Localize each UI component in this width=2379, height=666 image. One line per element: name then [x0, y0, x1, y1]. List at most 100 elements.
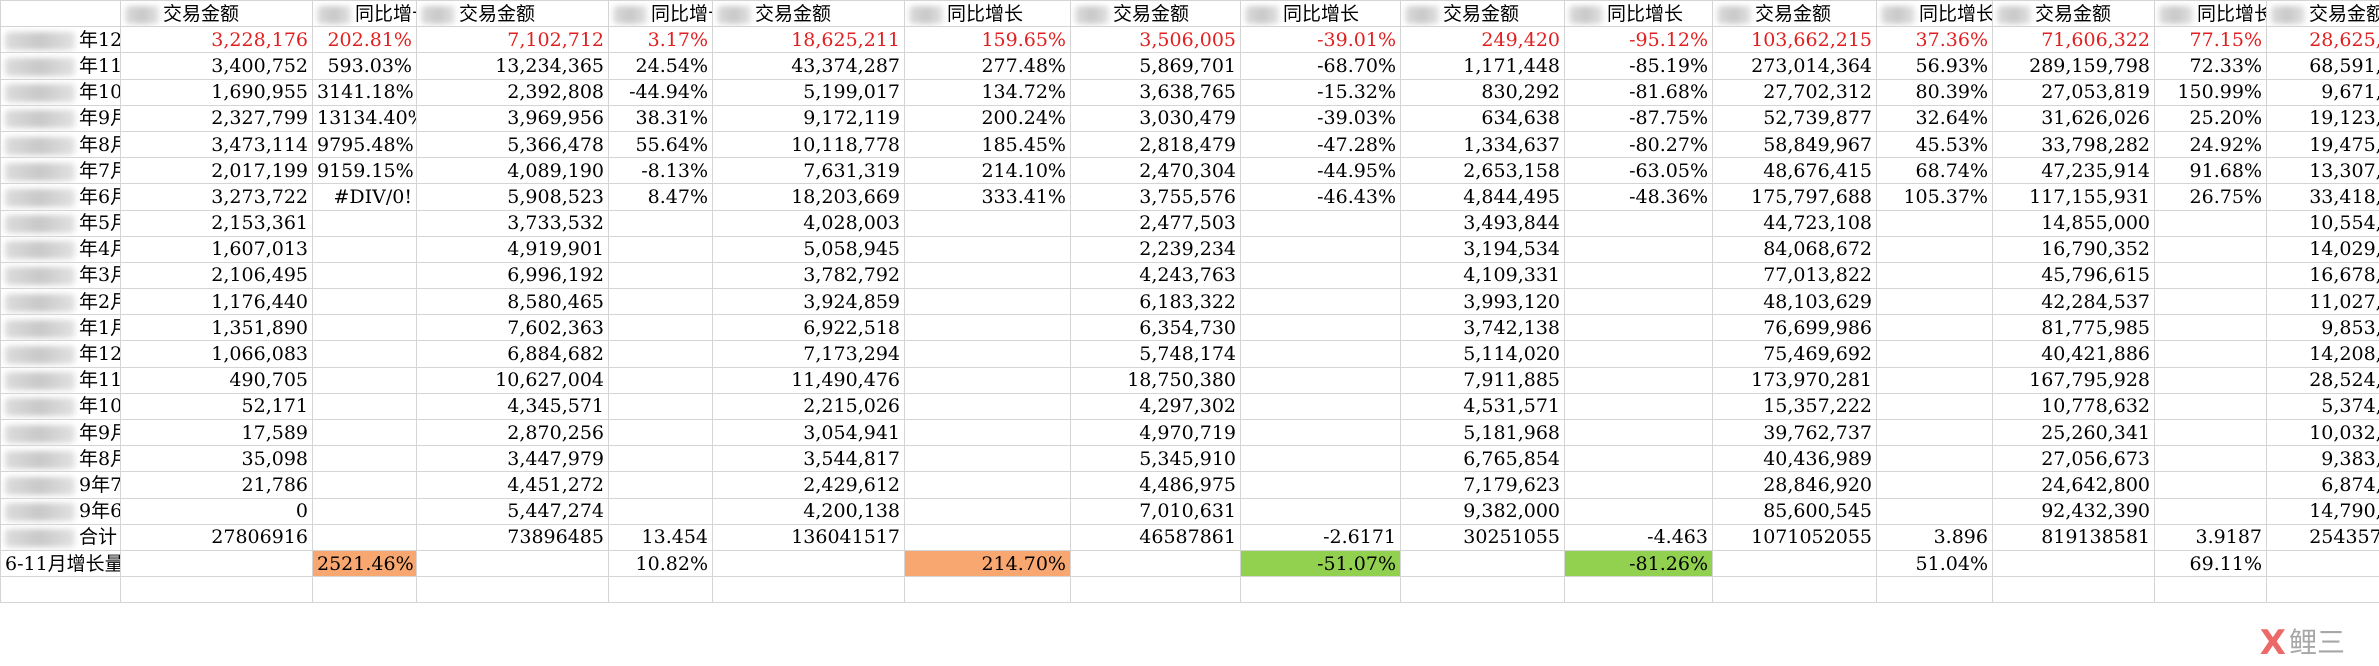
row-label-cell[interactable]: 年10月 [0, 78, 121, 106]
table-cell[interactable] [1240, 497, 1401, 525]
table-cell[interactable]: 3,273,722 [120, 183, 313, 211]
empty-cell[interactable] [416, 576, 609, 604]
table-cell[interactable]: -44.94% [608, 78, 713, 106]
empty-cell[interactable] [1240, 576, 1401, 604]
table-cell[interactable]: 9,382,000 [1400, 497, 1565, 525]
table-cell[interactable] [712, 549, 905, 578]
table-cell[interactable]: 25.20% [2154, 104, 2267, 132]
table-cell[interactable]: -81.26% [1564, 549, 1713, 578]
table-cell[interactable] [2154, 366, 2267, 394]
table-cell[interactable]: 31,626,026 [1992, 104, 2155, 132]
table-cell[interactable] [2154, 340, 2267, 368]
table-cell[interactable]: 30251055 [1400, 523, 1565, 551]
table-cell[interactable]: 7,010,631 [1070, 497, 1241, 525]
table-cell[interactable] [904, 445, 1071, 473]
table-cell[interactable]: 167,795,928 [1992, 366, 2155, 394]
table-cell[interactable] [608, 366, 713, 394]
table-cell[interactable] [904, 392, 1071, 421]
table-cell[interactable]: 10,554,853 [2266, 209, 2379, 237]
table-cell[interactable]: 4,345,571 [416, 392, 609, 421]
row-label-cell[interactable]: 年11月 [0, 52, 121, 80]
table-cell[interactable]: 27,702,312 [1712, 78, 1877, 106]
table-cell[interactable]: 4,531,571 [1400, 392, 1565, 421]
table-cell[interactable]: -39.01% [1240, 26, 1401, 54]
table-cell[interactable]: 69.11% [2154, 549, 2267, 578]
table-cell[interactable]: 5,366,478 [416, 130, 609, 159]
table-cell[interactable]: 10,627,004 [416, 366, 609, 394]
table-cell[interactable]: 159.65% [904, 26, 1071, 54]
row-label-cell[interactable]: 年11月 [0, 366, 121, 394]
table-cell[interactable] [2154, 471, 2267, 499]
table-cell[interactable]: 200.24% [904, 104, 1071, 132]
table-cell[interactable] [312, 523, 417, 551]
table-cell[interactable]: #DIV/0! [312, 183, 417, 211]
table-cell[interactable]: 5,748,174 [1070, 340, 1241, 368]
table-cell[interactable] [1240, 392, 1401, 421]
table-cell[interactable]: 43,374,287 [712, 52, 905, 80]
table-cell[interactable] [312, 314, 417, 342]
header-cell[interactable]: 同比增长 [1240, 0, 1401, 28]
table-cell[interactable]: 51.04% [1876, 549, 1993, 578]
table-cell[interactable]: 16,678,322 [2266, 261, 2379, 290]
table-cell[interactable] [608, 340, 713, 368]
row-label-cell[interactable]: 年2月 [0, 288, 121, 316]
table-cell[interactable] [904, 366, 1071, 394]
table-cell[interactable]: 84,068,672 [1712, 235, 1877, 263]
table-cell[interactable]: -39.03% [1240, 104, 1401, 132]
table-cell[interactable]: 55.64% [608, 130, 713, 159]
table-cell[interactable]: 1,351,890 [120, 314, 313, 342]
table-cell[interactable] [1876, 392, 1993, 421]
table-cell[interactable]: 28,625,734 [2266, 26, 2379, 54]
row-label-cell[interactable]: 年3月 [0, 261, 121, 290]
table-cell[interactable]: 80.39% [1876, 78, 1993, 106]
row-label-cell[interactable]: 年6月 [0, 183, 121, 211]
table-cell[interactable]: 24.54% [608, 52, 713, 80]
table-cell[interactable] [1564, 288, 1713, 316]
table-cell[interactable]: -8.13% [608, 157, 713, 185]
table-cell[interactable]: -85.19% [1564, 52, 1713, 80]
table-cell[interactable]: 33,798,282 [1992, 130, 2155, 159]
table-cell[interactable]: -48.36% [1564, 183, 1713, 211]
table-cell[interactable]: 254357677 [2266, 523, 2379, 551]
table-cell[interactable]: 3.17% [608, 26, 713, 54]
table-cell[interactable]: 3141.18% [312, 78, 417, 106]
header-cell[interactable]: 交易金额 [416, 0, 609, 28]
table-cell[interactable]: 5,345,910 [1070, 445, 1241, 473]
table-cell[interactable]: 6,922,518 [712, 314, 905, 342]
table-cell[interactable]: 1071052055 [1712, 523, 1877, 551]
table-cell[interactable] [1564, 445, 1713, 473]
table-cell[interactable]: 71,606,322 [1992, 26, 2155, 54]
table-cell[interactable] [1070, 549, 1241, 578]
table-cell[interactable]: 249,420 [1400, 26, 1565, 54]
table-cell[interactable]: 5,114,020 [1400, 340, 1565, 368]
table-cell[interactable]: 6,765,854 [1400, 445, 1565, 473]
table-cell[interactable]: 19,123,163 [2266, 104, 2379, 132]
table-cell[interactable]: 39,762,737 [1712, 418, 1877, 447]
table-cell[interactable] [2154, 497, 2267, 525]
table-cell[interactable]: 2,470,304 [1070, 157, 1241, 185]
table-cell[interactable]: 18,625,211 [712, 26, 905, 54]
table-cell[interactable]: 7,631,319 [712, 157, 905, 185]
empty-cell[interactable] [2154, 576, 2267, 604]
table-cell[interactable] [1400, 549, 1565, 578]
table-cell[interactable] [1712, 549, 1877, 578]
table-cell[interactable]: 1,690,955 [120, 78, 313, 106]
table-cell[interactable] [1876, 235, 1993, 263]
table-cell[interactable]: 16,790,352 [1992, 235, 2155, 263]
header-cell[interactable]: 同比增长 [312, 0, 417, 28]
table-cell[interactable]: 830,292 [1400, 78, 1565, 106]
table-cell[interactable]: 91.68% [2154, 157, 2267, 185]
table-cell[interactable] [1876, 418, 1993, 447]
table-cell[interactable]: 4,243,763 [1070, 261, 1241, 290]
table-cell[interactable]: 11,027,506 [2266, 288, 2379, 316]
table-cell[interactable]: 27806916 [120, 523, 313, 551]
table-cell[interactable]: 7,911,885 [1400, 366, 1565, 394]
table-cell[interactable] [2154, 418, 2267, 447]
table-cell[interactable]: 26.75% [2154, 183, 2267, 211]
table-cell[interactable]: 214.10% [904, 157, 1071, 185]
table-cell[interactable] [1876, 314, 1993, 342]
table-cell[interactable]: 634,638 [1400, 104, 1565, 132]
empty-cell[interactable] [608, 576, 713, 604]
table-cell[interactable] [1876, 497, 1993, 525]
table-cell[interactable] [904, 471, 1071, 499]
